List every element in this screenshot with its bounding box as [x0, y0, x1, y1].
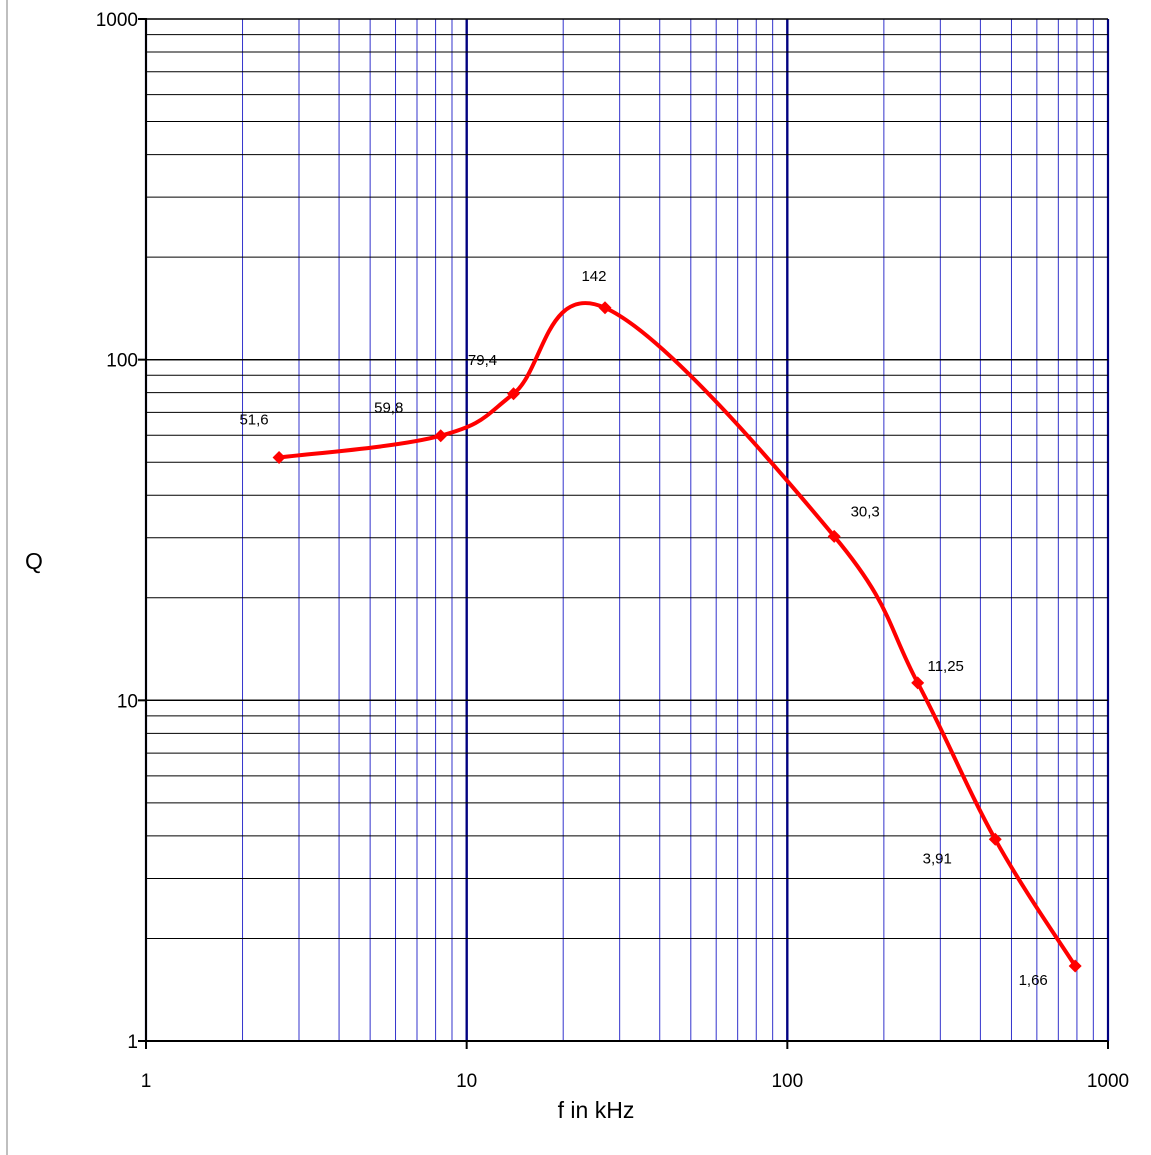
data-label: 142 [581, 268, 606, 285]
data-label: 51,6 [239, 412, 268, 429]
y-tick-label: 100 [106, 351, 138, 372]
series-line [277, 301, 1078, 968]
data-point-marker [272, 451, 286, 465]
y-axis-title: Q [25, 548, 43, 574]
x-tick-label: 100 [771, 1071, 803, 1092]
data-point-marker [507, 387, 521, 401]
grid [144, 18, 1110, 1042]
y-tick-label: 1 [127, 1032, 138, 1053]
data-point-marker [827, 529, 841, 543]
data-label: 79,4 [468, 352, 497, 369]
data-label: 3,91 [923, 850, 952, 867]
data-labels: 51,6 59,8 79,4 142 30,3 11,25 3,91 1,66 [239, 268, 1047, 989]
x-tick-label: 1 [141, 1071, 152, 1092]
data-point-marker [911, 676, 925, 690]
y-tick-label: 1000 [96, 10, 138, 31]
tick-labels: 1 10 100 1000 1 10 100 1000 [96, 10, 1129, 1092]
data-point-marker [434, 429, 448, 443]
data-label: 1,66 [1019, 972, 1048, 989]
data-label: 11,25 [927, 658, 963, 675]
axes [138, 18, 1109, 1049]
data-point-marker [988, 832, 1002, 846]
x-axis-title: f in kHz [558, 1097, 635, 1123]
data-markers [272, 301, 1082, 973]
data-point-marker [1068, 959, 1082, 973]
x-tick-label: 10 [456, 1071, 477, 1092]
y-tick-label: 10 [117, 691, 138, 712]
data-point-marker [598, 301, 612, 315]
data-label: 30,3 [851, 503, 880, 520]
data-label: 59,8 [374, 400, 403, 417]
x-tick-label: 1000 [1087, 1071, 1129, 1092]
